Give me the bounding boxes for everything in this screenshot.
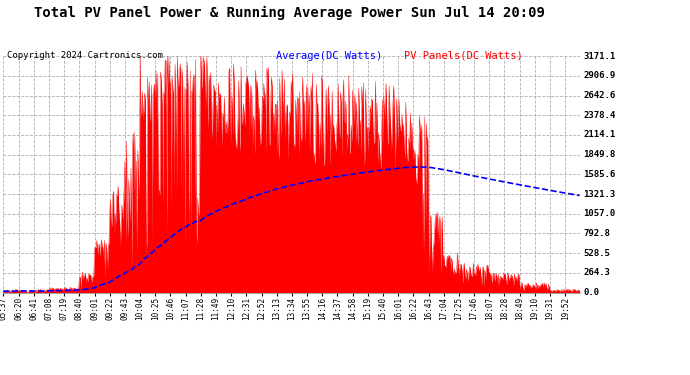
Text: 2642.6: 2642.6 <box>583 91 615 100</box>
Text: 1585.6: 1585.6 <box>583 170 615 179</box>
Text: 1057.0: 1057.0 <box>583 209 615 218</box>
Text: 264.3: 264.3 <box>583 268 610 277</box>
Text: 792.8: 792.8 <box>583 229 610 238</box>
Text: Copyright 2024 Cartronics.com: Copyright 2024 Cartronics.com <box>7 51 163 60</box>
Text: 2114.1: 2114.1 <box>583 130 615 140</box>
Text: 3171.1: 3171.1 <box>583 52 615 61</box>
Text: 1321.3: 1321.3 <box>583 189 615 198</box>
Text: PV Panels(DC Watts): PV Panels(DC Watts) <box>404 51 522 61</box>
Text: Total PV Panel Power & Running Average Power Sun Jul 14 20:09: Total PV Panel Power & Running Average P… <box>34 6 545 20</box>
Text: 0.0: 0.0 <box>583 288 599 297</box>
Text: 2378.4: 2378.4 <box>583 111 615 120</box>
Text: 2906.9: 2906.9 <box>583 71 615 80</box>
Text: 1849.8: 1849.8 <box>583 150 615 159</box>
Text: Average(DC Watts): Average(DC Watts) <box>276 51 382 61</box>
Text: 528.5: 528.5 <box>583 249 610 258</box>
